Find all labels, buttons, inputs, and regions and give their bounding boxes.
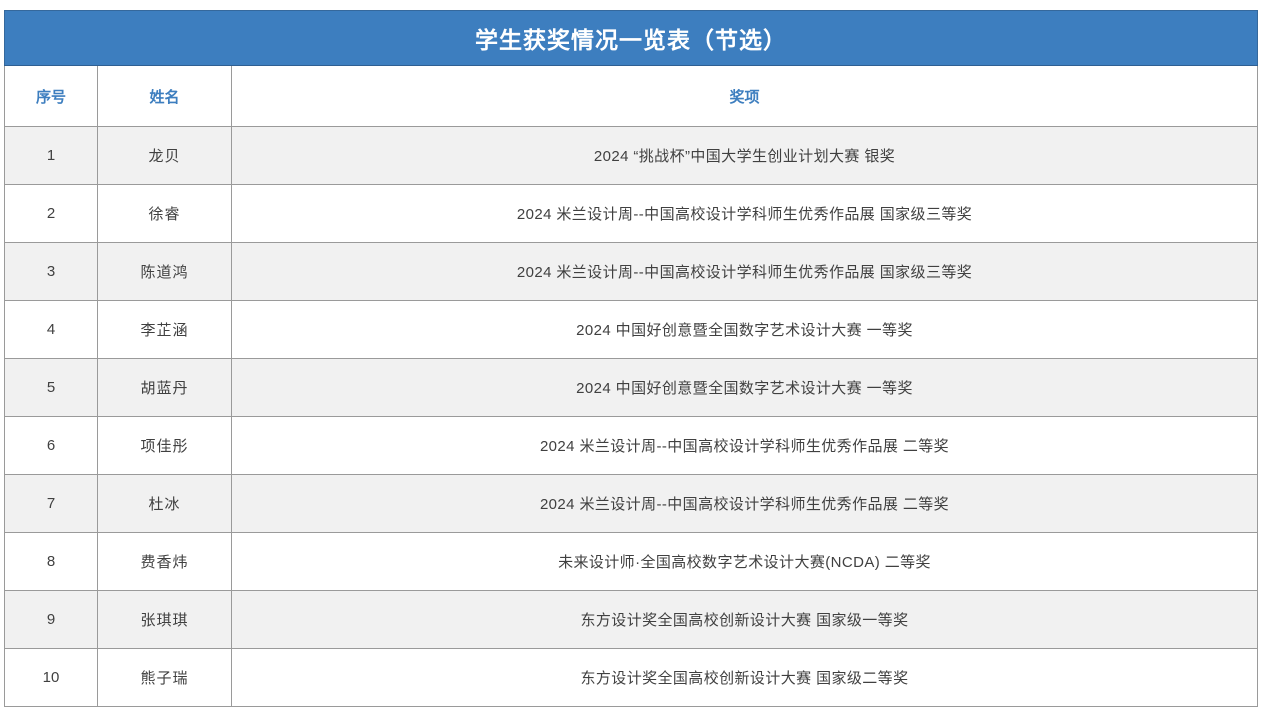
table-row: 1 龙贝 2024 “挑战杯”中国大学生创业计划大赛 银奖 bbox=[4, 126, 1258, 185]
cell-student-name: 陈道鸿 bbox=[97, 242, 232, 301]
cell-index: 7 bbox=[4, 474, 98, 533]
cell-index: 6 bbox=[4, 416, 98, 475]
column-header-award: 奖项 bbox=[231, 65, 1258, 127]
table-head: 学生获奖情况一览表（节选） 序号 姓名 奖项 bbox=[4, 10, 1258, 127]
table-row: 10 熊子瑞 东方设计奖全国高校创新设计大赛 国家级二等奖 bbox=[4, 648, 1258, 707]
table-column-header-row: 序号 姓名 奖项 bbox=[4, 65, 1258, 127]
table-title: 学生获奖情况一览表（节选） bbox=[4, 10, 1258, 66]
table-body: 1 龙贝 2024 “挑战杯”中国大学生创业计划大赛 银奖 2 徐睿 2024 米兰设计周… bbox=[4, 126, 1258, 707]
cell-award: 2024 中国好创意暨全国数字艺术设计大赛 一等奖 bbox=[231, 358, 1258, 417]
table-row: 8 费香炜 未来设计师·全国高校数字艺术设计大赛(NCDA) 二等奖 bbox=[4, 532, 1258, 591]
cell-index: 2 bbox=[4, 184, 98, 243]
column-header-name: 姓名 bbox=[97, 65, 232, 127]
cell-index: 9 bbox=[4, 590, 98, 649]
cell-index: 8 bbox=[4, 532, 98, 591]
cell-index: 1 bbox=[4, 126, 98, 185]
table-row: 4 李芷涵 2024 中国好创意暨全国数字艺术设计大赛 一等奖 bbox=[4, 300, 1258, 359]
cell-student-name: 李芷涵 bbox=[97, 300, 232, 359]
cell-student-name: 龙贝 bbox=[97, 126, 232, 185]
table-row: 6 项佳彤 2024 米兰设计周--中国高校设计学科师生优秀作品展 二等奖 bbox=[4, 416, 1258, 475]
student-award-table: 学生获奖情况一览表（节选） 序号 姓名 奖项 1 龙贝 2024 “挑战杯”中国大学… bbox=[4, 10, 1258, 707]
table-row: 2 徐睿 2024 米兰设计周--中国高校设计学科师生优秀作品展 国家级三等奖 bbox=[4, 184, 1258, 243]
table-row: 9 张琪琪 东方设计奖全国高校创新设计大赛 国家级一等奖 bbox=[4, 590, 1258, 649]
cell-award: 2024 米兰设计周--中国高校设计学科师生优秀作品展 二等奖 bbox=[231, 416, 1258, 475]
table-title-row: 学生获奖情况一览表（节选） bbox=[4, 10, 1258, 66]
cell-index: 4 bbox=[4, 300, 98, 359]
cell-award: 2024 米兰设计周--中国高校设计学科师生优秀作品展 二等奖 bbox=[231, 474, 1258, 533]
cell-student-name: 胡蓝丹 bbox=[97, 358, 232, 417]
cell-index: 10 bbox=[4, 648, 98, 707]
table-row: 5 胡蓝丹 2024 中国好创意暨全国数字艺术设计大赛 一等奖 bbox=[4, 358, 1258, 417]
table-row: 7 杜冰 2024 米兰设计周--中国高校设计学科师生优秀作品展 二等奖 bbox=[4, 474, 1258, 533]
cell-award: 东方设计奖全国高校创新设计大赛 国家级二等奖 bbox=[231, 648, 1258, 707]
cell-student-name: 徐睿 bbox=[97, 184, 232, 243]
cell-student-name: 熊子瑞 bbox=[97, 648, 232, 707]
cell-student-name: 费香炜 bbox=[97, 532, 232, 591]
cell-award: 未来设计师·全国高校数字艺术设计大赛(NCDA) 二等奖 bbox=[231, 532, 1258, 591]
cell-award: 2024 “挑战杯”中国大学生创业计划大赛 银奖 bbox=[231, 126, 1258, 185]
cell-student-name: 项佳彤 bbox=[97, 416, 232, 475]
cell-student-name: 杜冰 bbox=[97, 474, 232, 533]
cell-award: 2024 米兰设计周--中国高校设计学科师生优秀作品展 国家级三等奖 bbox=[231, 242, 1258, 301]
table-row: 3 陈道鸿 2024 米兰设计周--中国高校设计学科师生优秀作品展 国家级三等奖 bbox=[4, 242, 1258, 301]
cell-index: 5 bbox=[4, 358, 98, 417]
cell-award: 2024 中国好创意暨全国数字艺术设计大赛 一等奖 bbox=[231, 300, 1258, 359]
cell-student-name: 张琪琪 bbox=[97, 590, 232, 649]
cell-award: 东方设计奖全国高校创新设计大赛 国家级一等奖 bbox=[231, 590, 1258, 649]
award-table-container: 学生获奖情况一览表（节选） 序号 姓名 奖项 1 龙贝 2024 “挑战杯”中国大学… bbox=[4, 10, 1258, 707]
cell-award: 2024 米兰设计周--中国高校设计学科师生优秀作品展 国家级三等奖 bbox=[231, 184, 1258, 243]
cell-index: 3 bbox=[4, 242, 98, 301]
column-header-index: 序号 bbox=[4, 65, 98, 127]
